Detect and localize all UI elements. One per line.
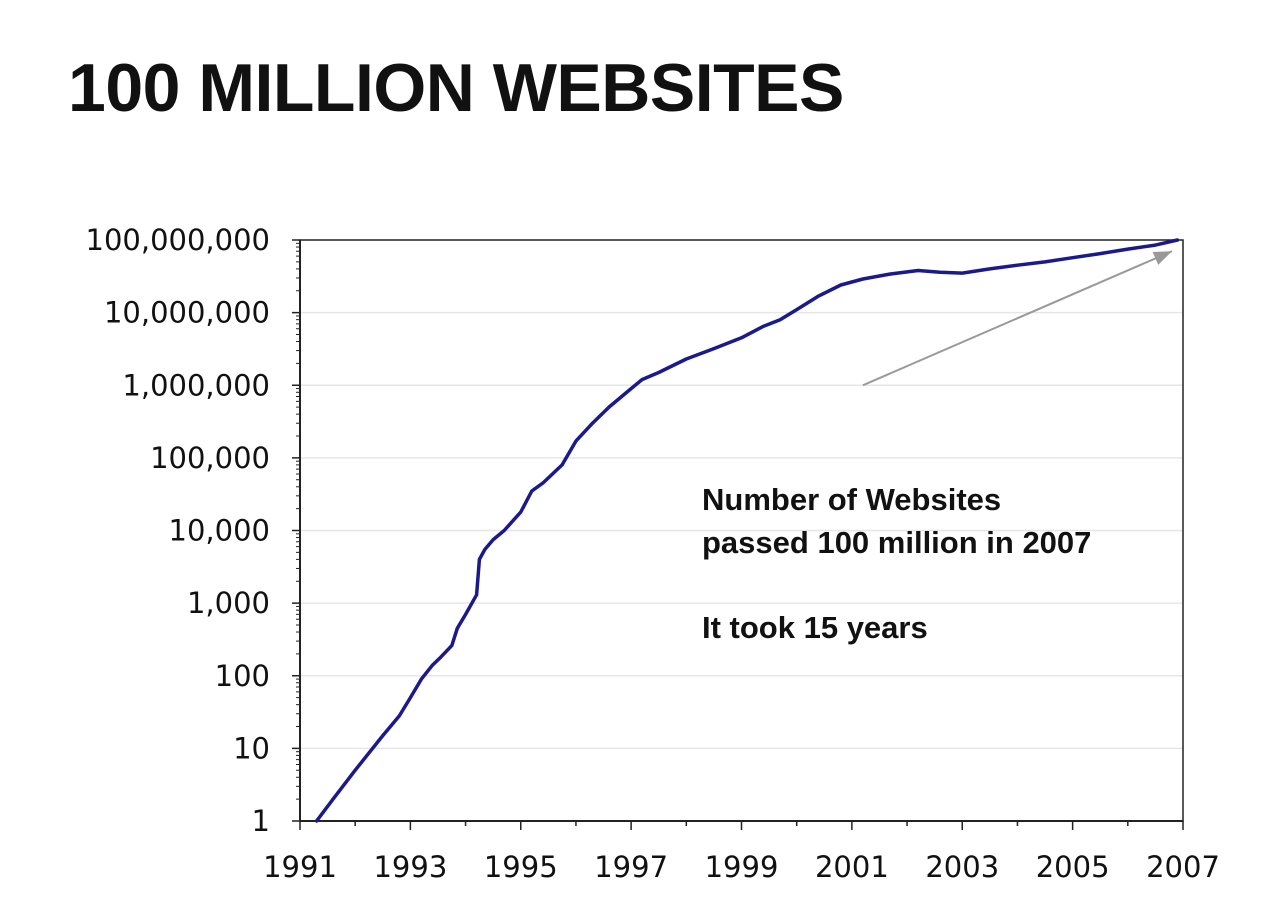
x-tick-label: 2001	[815, 850, 889, 884]
x-tick-label: 2007	[1146, 850, 1220, 884]
y-tick-label: 100,000,000	[86, 223, 271, 257]
y-axis-ticks: 1 10 100 1,000 10,000 100,000 1,000,000 10,000,…	[86, 223, 300, 838]
y-tick-label: 100,000	[150, 441, 270, 475]
y-tick-label: 1,000	[187, 586, 270, 620]
x-tick-label: 1997	[594, 850, 668, 884]
grid-lines	[300, 311, 1183, 750]
annotation-arrow-layer	[862, 250, 1173, 387]
x-tick-label: 2003	[925, 850, 999, 884]
y-tick-label: 1,000,000	[122, 368, 270, 402]
annotation-text-layer: Number of Websites passed 100 million in…	[702, 482, 1091, 645]
x-tick-label: 1995	[484, 850, 558, 884]
y-tick-label: 1	[252, 804, 270, 838]
x-tick-label: 1991	[263, 850, 337, 884]
annotation-line-1: Number of Websites	[702, 482, 1001, 517]
annotation-arrow-line	[862, 250, 1173, 387]
page-title: 100 MILLION WEBSITES	[68, 50, 844, 126]
annotation-line-2: passed 100 million in 2007	[702, 525, 1091, 560]
y-tick-label: 100	[215, 659, 270, 693]
annotation-arrow-head	[1152, 251, 1172, 265]
x-tick-label: 1999	[705, 850, 779, 884]
y-tick-label: 10,000,000	[104, 296, 270, 330]
x-tick-label: 2005	[1036, 850, 1110, 884]
y-tick-label: 10	[233, 731, 270, 765]
y-tick-label: 10,000	[169, 514, 270, 548]
series-layer	[314, 238, 1180, 823]
annotation-line-3: It took 15 years	[702, 610, 928, 645]
x-axis-ticks: 1991 1993 1995 1997 1999 2001 2003 2005 2007	[263, 821, 1220, 884]
series-line-websites	[314, 238, 1180, 823]
x-tick-label: 1993	[373, 850, 447, 884]
